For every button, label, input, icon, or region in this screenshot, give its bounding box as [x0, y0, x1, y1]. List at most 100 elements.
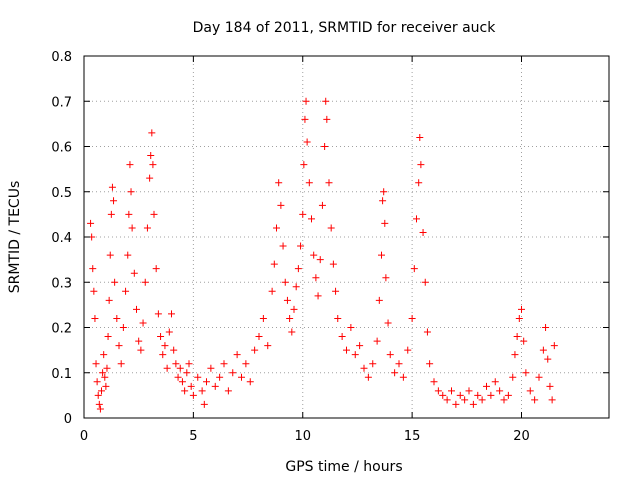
x-tick-label: 0	[80, 429, 88, 444]
data-point	[550, 342, 558, 350]
data-point	[391, 369, 399, 377]
data-point	[149, 161, 157, 169]
data-point	[474, 391, 482, 399]
x-tick-label: 5	[189, 429, 197, 444]
data-point	[380, 188, 388, 196]
data-point	[399, 373, 407, 381]
data-point	[198, 387, 206, 395]
data-point	[321, 143, 329, 150]
data-point	[496, 387, 504, 395]
data-point	[203, 378, 210, 386]
data-point	[491, 378, 499, 386]
data-point	[163, 364, 171, 372]
data-point	[117, 360, 125, 368]
y-tick-labels: 0 0.1 0.2 0.3 0.4 0.5 0.6 0.7 0.8	[51, 50, 72, 427]
data-point	[148, 129, 156, 137]
data-point	[539, 346, 547, 354]
data-point	[127, 188, 135, 196]
chart-title: Day 184 of 2011, SRMTID for receiver auc…	[193, 20, 497, 36]
data-point	[133, 305, 140, 313]
data-point	[531, 396, 539, 404]
data-point	[500, 396, 508, 404]
data-point	[548, 396, 556, 404]
data-point	[119, 324, 127, 331]
data-point	[395, 360, 403, 368]
data-point	[194, 373, 202, 381]
y-tick-label: 0	[64, 412, 72, 427]
data-point	[220, 360, 228, 368]
data-point	[430, 378, 438, 386]
data-point	[448, 387, 455, 395]
data-point	[137, 346, 145, 354]
data-point	[286, 314, 294, 322]
data-point	[135, 337, 143, 345]
data-point	[159, 351, 167, 359]
data-point	[122, 287, 130, 295]
data-point	[207, 364, 215, 372]
x-tick-label: 20	[513, 429, 530, 444]
data-point	[125, 210, 133, 218]
data-points	[87, 97, 558, 413]
data-point	[417, 161, 425, 169]
data-point	[487, 391, 495, 399]
data-point	[318, 201, 326, 209]
data-point	[478, 396, 486, 404]
data-point	[224, 387, 232, 395]
data-point	[277, 201, 285, 209]
data-point	[107, 210, 115, 218]
data-point	[268, 287, 276, 295]
data-point	[375, 296, 383, 304]
data-point	[181, 387, 189, 395]
data-point	[416, 133, 424, 141]
data-point	[113, 314, 121, 322]
data-point	[518, 305, 525, 313]
data-point	[93, 378, 101, 386]
data-point	[187, 382, 195, 390]
data-point	[103, 364, 111, 372]
data-point	[168, 310, 175, 318]
data-point	[351, 351, 359, 359]
data-point	[356, 342, 364, 350]
data-point	[111, 278, 119, 286]
data-point	[378, 251, 385, 259]
data-point	[139, 319, 147, 327]
data-point	[259, 314, 267, 322]
x-tick-labels: 0 5 10 15 20	[80, 429, 530, 444]
y-tick-label: 0.6	[51, 141, 72, 156]
data-point	[515, 314, 523, 322]
data-point	[325, 179, 333, 187]
data-point	[170, 346, 178, 354]
data-point	[465, 387, 473, 395]
data-point	[246, 378, 254, 386]
data-point	[426, 360, 434, 368]
data-point	[343, 346, 350, 354]
data-point	[87, 219, 95, 227]
data-point	[312, 274, 320, 282]
data-point	[288, 328, 296, 336]
data-point	[299, 210, 307, 218]
plot-frame	[83, 55, 610, 419]
data-point	[369, 360, 377, 368]
data-point	[102, 382, 110, 390]
y-tick-label: 0.2	[51, 322, 72, 337]
data-point	[128, 224, 136, 232]
data-point	[327, 224, 335, 232]
data-point	[384, 319, 392, 327]
data-point	[200, 400, 208, 408]
y-tick-label: 0.3	[51, 276, 72, 291]
gridlines	[84, 56, 609, 418]
data-point	[270, 260, 278, 268]
data-point	[469, 400, 477, 408]
data-point	[146, 174, 154, 182]
data-point	[456, 391, 464, 399]
data-point	[483, 382, 490, 390]
y-tick-label: 0.1	[51, 367, 72, 382]
x-axis-label: GPS time / hours	[285, 459, 402, 475]
data-point	[189, 391, 197, 399]
data-point	[242, 360, 250, 368]
data-point	[300, 161, 308, 169]
data-point	[303, 138, 311, 146]
data-point	[310, 251, 318, 259]
data-point	[452, 400, 460, 408]
data-point	[419, 228, 427, 236]
